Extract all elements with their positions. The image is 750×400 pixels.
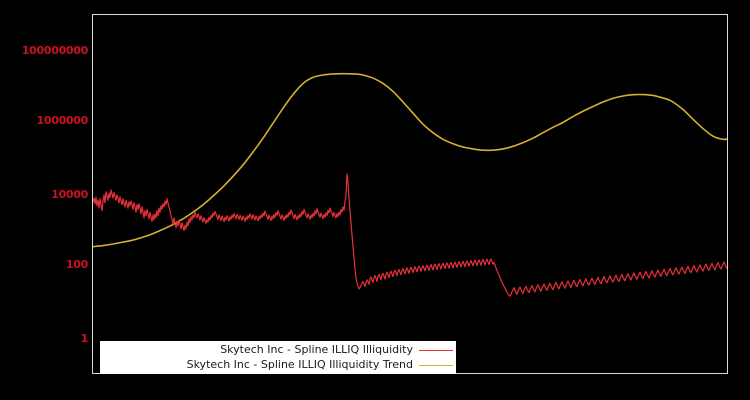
legend-entry: Skytech Inc - Spline ILLIQ Illiquidity	[100, 343, 453, 358]
legend-label: Skytech Inc - Spline ILLIQ Illiquidity	[220, 343, 413, 356]
y-axis-tick-labels: 100000000 1000000 10000 100 1	[0, 0, 88, 400]
y-tick-label: 100000000	[21, 44, 88, 57]
legend-entry: Skytech Inc - Spline ILLIQ Illiquidity T…	[100, 358, 453, 373]
legend-line-swatch-trend	[419, 364, 453, 366]
series-line-illiquidity	[93, 173, 727, 297]
y-tick-label: 10000	[51, 188, 88, 201]
y-tick-label: 100	[65, 258, 88, 271]
y-tick-label: 1	[80, 332, 89, 345]
legend-line-swatch-illiquidity	[419, 349, 453, 351]
series-canvas	[93, 72, 727, 297]
y-tick-label: 1000000	[36, 114, 89, 127]
plot-area	[92, 14, 728, 374]
legend: Skytech Inc - Spline ILLIQ Illiquidity S…	[100, 341, 456, 374]
series-line-trend	[93, 72, 727, 248]
legend-label: Skytech Inc - Spline ILLIQ Illiquidity T…	[186, 358, 413, 371]
